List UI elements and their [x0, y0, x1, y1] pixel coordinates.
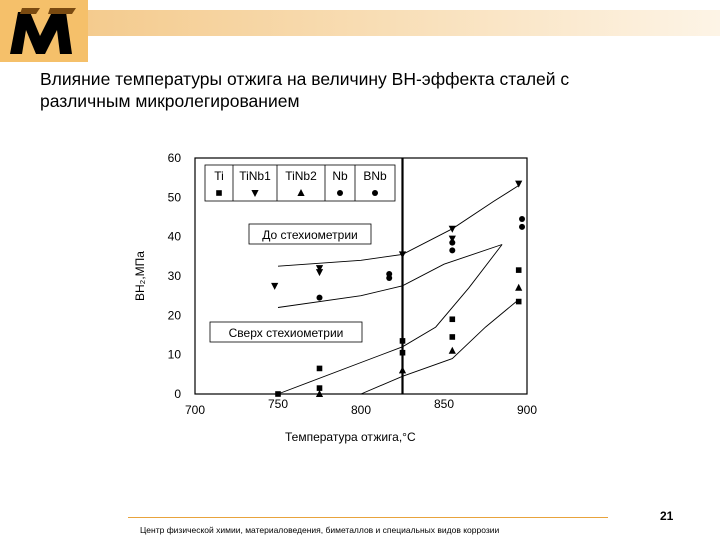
point-nb	[449, 247, 456, 254]
legend: Ti TiNb1 TiNb2 Nb BNb	[204, 164, 396, 202]
point-nb	[519, 215, 526, 222]
annotations: До стехиометрии Сверх стехиометрии	[209, 223, 372, 343]
x-tick-label: 800	[351, 403, 371, 417]
annotation-below-stoichiometry: До стехиометрии	[262, 228, 358, 242]
point-tinb2	[515, 283, 523, 291]
y-tick-label: 10	[168, 348, 182, 362]
point-tinb1	[448, 225, 456, 233]
data-points	[271, 180, 526, 397]
trend-curve-3	[277, 244, 503, 395]
legend-label-ti: Ti	[214, 169, 224, 183]
y-tick-label: 60	[168, 151, 182, 165]
point-ti	[515, 298, 522, 305]
legend-marker-bnb	[372, 190, 378, 196]
point-ti	[399, 349, 406, 356]
point-tinb2	[315, 390, 324, 397]
annotation-below-stoichiometry-box	[248, 223, 372, 245]
header-band	[88, 10, 720, 36]
legend-label-tinb2: TiNb2	[285, 169, 317, 183]
point-ti	[316, 385, 323, 391]
trend-curve-4	[360, 299, 519, 395]
legend-marker-ti	[216, 190, 222, 196]
point-ti	[275, 391, 281, 397]
institute-logo	[0, 0, 88, 62]
slide-title: Влияние температуры отжига на величину В…	[40, 68, 680, 112]
legend-label-tinb1: TiNb1	[239, 169, 271, 183]
y-tick-label: 30	[168, 269, 182, 283]
footer-divider	[128, 517, 608, 518]
trend-curves	[277, 185, 519, 395]
legend-marker-tinb1	[251, 190, 259, 197]
point-bnb	[449, 239, 456, 246]
point-bnb	[519, 223, 526, 230]
point-tinb1	[515, 180, 523, 188]
point-tinb2	[398, 366, 407, 374]
x-tick-label: 700	[185, 403, 205, 417]
point-tinb2	[448, 346, 456, 354]
legend-label-bnb: BNb	[363, 169, 387, 183]
slide-title-line-1: Влияние температуры отжига на величину В…	[40, 69, 570, 89]
y-tick-label: 50	[168, 190, 182, 204]
point-tinb1	[271, 282, 279, 290]
y-tick-labels: 0 10 20 30 40 50 60	[168, 151, 182, 401]
x-axis-label: Температура отжига,°С	[285, 430, 416, 444]
page-number: 21	[660, 509, 674, 523]
annotation-above-stoichiometry-box	[209, 321, 363, 343]
legend-label-nb: Nb	[332, 169, 348, 183]
point-ti	[515, 267, 522, 273]
slide-title-line-2: различным микролегированием	[40, 91, 300, 111]
point-tinb1	[315, 265, 324, 273]
x-tick-label: 850	[434, 397, 454, 411]
point-ti	[316, 365, 323, 372]
point-ti	[399, 338, 406, 344]
trend-curve-1	[277, 185, 519, 267]
x-tick-label: 750	[268, 397, 288, 411]
annotation-above-stoichiometry: Сверх стехиометрии	[229, 326, 344, 340]
y-tick-label: 20	[168, 308, 182, 322]
legend-marker-tinb2	[297, 189, 305, 196]
x-tick-label: 900	[517, 403, 537, 417]
bh-effect-chart: 0 10 20 30 40 50 60 700 750 800 850 900 ВН₂,МПа Те…	[133, 151, 537, 444]
point-ti	[449, 334, 456, 340]
point-tinb1	[315, 269, 324, 277]
y-tick-label: 40	[168, 230, 182, 244]
x-tick-labels: 700 750 800 850 900	[185, 397, 537, 417]
point-nb	[316, 294, 323, 301]
point-tinb1	[448, 235, 456, 243]
point-bnb	[386, 271, 393, 278]
trend-curve-2	[277, 244, 503, 308]
y-axis-label: ВН₂,МПа	[133, 251, 147, 301]
point-ti	[449, 316, 456, 323]
legend-marker-nb	[337, 190, 343, 196]
point-tinb1	[398, 251, 407, 259]
footer-text: Центр физической химии, материаловедения…	[140, 525, 500, 535]
y-tick-label: 0	[174, 387, 181, 401]
